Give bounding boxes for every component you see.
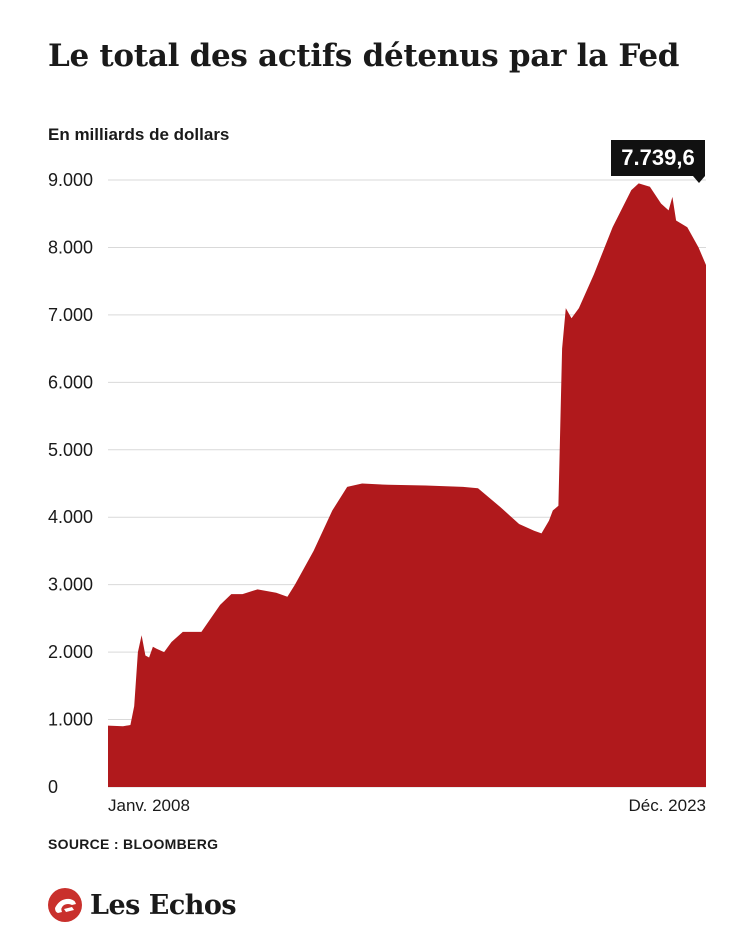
callout-pointer xyxy=(693,176,705,183)
y-tick-label: 3.000 xyxy=(48,575,93,595)
brand-name: Les Echos xyxy=(90,889,237,921)
unit-label: En milliards de dollars xyxy=(48,125,230,144)
fed-assets-area xyxy=(108,183,706,787)
y-tick-label: 5.000 xyxy=(48,440,93,460)
brand-logo: Les Echos xyxy=(48,888,237,922)
x-tick-label: Janv. 2008 xyxy=(108,796,190,815)
y-tick-label: 0 xyxy=(48,777,58,797)
y-tick-label: 7.000 xyxy=(48,305,93,325)
y-tick-label: 2.000 xyxy=(48,642,93,662)
source-note: SOURCE : BLOOMBERG xyxy=(48,836,219,852)
y-tick-label: 9.000 xyxy=(48,170,93,190)
y-tick-label: 8.000 xyxy=(48,237,93,257)
y-tick-label: 1.000 xyxy=(48,710,93,730)
les-echos-logo-icon xyxy=(48,888,82,922)
x-tick-label: Déc. 2023 xyxy=(629,796,707,815)
last-value-callout: 7.739,6 xyxy=(611,140,705,176)
y-tick-label: 6.000 xyxy=(48,372,93,392)
chart-title: Le total des actifs détenus par la Fed xyxy=(48,38,680,74)
y-tick-label: 4.000 xyxy=(48,507,93,527)
